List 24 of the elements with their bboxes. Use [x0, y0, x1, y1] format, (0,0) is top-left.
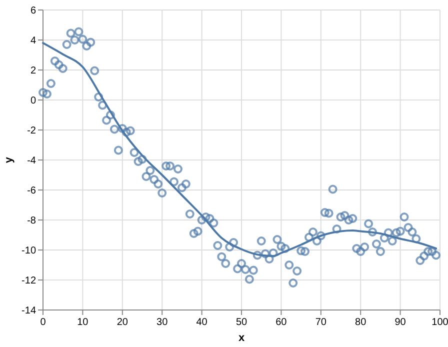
x-tick-label: 50 [236, 317, 248, 328]
x-axis-title: x [238, 332, 246, 344]
x-tick-label: 10 [77, 317, 89, 328]
y-tick-label: -10 [22, 246, 36, 256]
x-tick-label: 0 [40, 317, 46, 328]
x-tick-label: 80 [355, 317, 367, 328]
x-tick-label: 20 [116, 317, 128, 328]
y-tick-label: 0 [30, 96, 36, 106]
y-tick-label: 6 [30, 6, 36, 16]
y-tick-label: -4 [27, 156, 36, 166]
y-tick-label: -14 [22, 306, 36, 316]
x-tick-label: 90 [394, 317, 406, 328]
x-tick-label: 100 [432, 317, 448, 328]
y-tick-label: -2 [27, 126, 36, 136]
y-tick-label: -8 [27, 216, 36, 226]
y-tick-label: -12 [22, 276, 36, 286]
y-tick-label: -6 [27, 186, 36, 196]
x-tick-label: 40 [196, 317, 208, 328]
x-tick-label: 70 [315, 317, 327, 328]
y-tick-label: 2 [30, 66, 36, 76]
x-tick-label: 30 [156, 317, 168, 328]
y-axis-title: y [3, 156, 15, 164]
x-tick-label: 60 [276, 317, 288, 328]
y-tick-label: 4 [30, 36, 36, 46]
